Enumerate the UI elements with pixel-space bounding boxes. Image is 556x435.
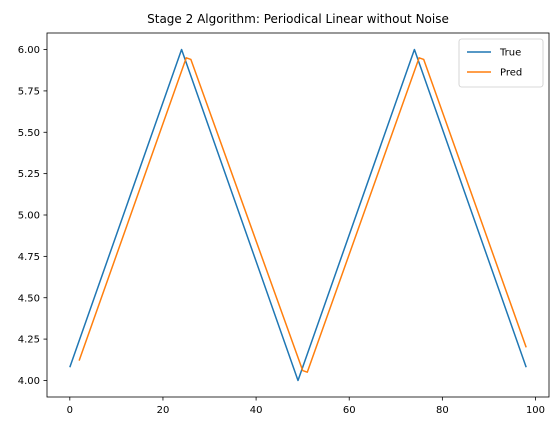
plot-frame <box>46 32 550 398</box>
chart-title: Stage 2 Algorithm: Periodical Linear wit… <box>147 12 449 26</box>
x-tick-label: 40 <box>250 405 263 416</box>
x-tick-label: 20 <box>157 405 170 416</box>
y-tick-label: 5.50 <box>18 128 40 139</box>
y-tick-label: 4.00 <box>18 376 40 387</box>
legend: True Pred <box>458 38 544 88</box>
y-tick-label: 4.75 <box>18 252 40 263</box>
y-tick-label: 4.50 <box>18 293 40 304</box>
y-tick-label: 5.25 <box>18 169 40 180</box>
y-tick-label: 5.75 <box>18 87 40 98</box>
x-tick-label: 100 <box>526 405 545 416</box>
y-tick-label: 4.25 <box>18 335 40 346</box>
x-tick-label: 0 <box>67 405 73 416</box>
series-layer <box>69 48 527 382</box>
y-tick-label: 5.00 <box>18 211 40 222</box>
x-tick-label: 80 <box>436 405 449 416</box>
legend-box <box>458 38 544 88</box>
x-tick-label: 60 <box>343 405 356 416</box>
legend-label-pred: Pred <box>500 68 522 79</box>
y-tick-label: 6.00 <box>18 45 40 56</box>
legend-label-true: True <box>499 48 521 59</box>
axes-layer: 0 20 40 60 80 100 4.00 4.25 4.50 4.75 5.00 5.25 5.50… <box>18 32 550 416</box>
series-line-true <box>69 48 527 382</box>
series-line-pred <box>78 57 527 373</box>
